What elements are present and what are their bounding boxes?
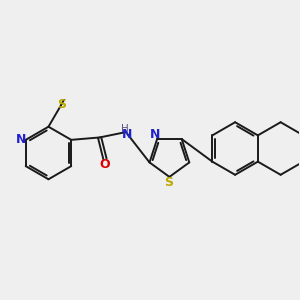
Text: N: N xyxy=(149,128,160,141)
Text: S: S xyxy=(57,98,66,110)
Text: N: N xyxy=(16,133,26,146)
Text: N: N xyxy=(122,128,133,141)
Text: S: S xyxy=(165,176,174,189)
Text: O: O xyxy=(100,158,110,171)
Text: H: H xyxy=(121,124,128,134)
